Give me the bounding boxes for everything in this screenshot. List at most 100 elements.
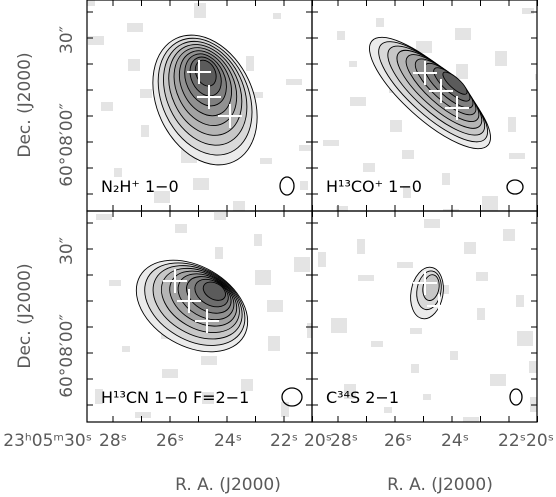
noise [281,402,289,417]
noise [300,181,308,190]
y-tick-label: 60°08′00″ [57,314,77,398]
noise [376,18,384,27]
noise [371,341,383,347]
noise [416,41,432,53]
noise [140,89,152,98]
x-tick-label: 23ʰ05ᵐ30ˢ [3,431,92,451]
noise [358,275,374,281]
noise [109,280,121,286]
x-tick-label: 28ˢ [99,431,127,451]
noise [443,209,459,211]
noise [423,394,431,400]
frame [311,210,538,423]
noise [214,211,226,220]
noise [357,239,365,254]
noise [495,51,507,66]
noise [87,0,95,6]
noise [390,120,402,132]
noise [410,328,422,334]
noise [442,173,450,185]
noise [122,346,130,352]
beam [279,176,295,196]
noise [101,102,113,111]
contour [202,281,226,301]
noise [522,8,534,14]
noise [241,379,253,391]
noise [162,369,178,378]
noise [194,3,206,18]
noise [141,125,149,137]
panel: H¹³CO⁺ 1−0 [311,0,538,212]
noise [350,97,366,106]
noise [233,201,245,211]
y-tick-label: 30″ [57,237,77,265]
noise [96,214,112,220]
noise [299,145,311,151]
noise [477,308,485,320]
noise [175,224,187,233]
noise [246,56,254,71]
noise [349,61,357,67]
noise [476,272,488,281]
x-tick-label: 20ˢ [304,431,332,451]
noise [323,140,339,146]
noise [268,336,280,351]
noise [337,31,345,40]
noise [215,247,223,259]
map [95,211,312,418]
panel: N₂H⁺ 1−0 [86,0,313,212]
noise [482,196,498,211]
y-axis-label: Dec. (J2000) [15,52,35,157]
map [323,8,537,211]
x-tick-label: 24ˢ [214,431,242,451]
x-axis-label: R. A. (J2000) [175,475,281,495]
panel: H¹³CN 1−0 F=2−1 [86,210,313,423]
noise [331,318,347,333]
noise [286,79,302,85]
x-tick-label: 26ˢ [156,431,184,451]
noise [255,270,271,285]
noise [95,389,103,404]
contour [422,274,440,301]
noise [294,257,310,272]
x-tick-label: 22ˢ [498,431,526,451]
noise [397,262,413,268]
noise [128,59,140,71]
noise [127,23,143,32]
noise [424,219,440,228]
noise [202,392,214,404]
x-tick-label: 20ˢ [526,431,554,451]
noise [456,64,468,79]
x-tick-label: 24ˢ [441,431,469,451]
map [87,0,311,211]
y-axis-label: Dec. (J2000) [15,263,35,368]
x-tick-label: 22ˢ [270,431,298,451]
panels: N₂H⁺ 1−0 H¹³CO⁺ 1−0 H¹³CN 1−0 F=2−1 C³⁴S 2−… [86,0,538,423]
noise [503,229,515,241]
x-axis-label: R. A. (J2000) [387,475,493,495]
beam [281,387,303,407]
noise [463,417,479,422]
noise [267,300,283,312]
y-tick-label: 60°08′00″ [57,103,77,187]
noise [363,163,375,172]
noise [464,242,476,254]
noise [516,295,524,307]
noise [260,158,272,164]
noise [508,117,516,132]
x-tick-label: 28ˢ [330,431,358,451]
noise [344,384,356,399]
noise [509,153,525,159]
noise [88,36,104,45]
noise [411,364,419,373]
x-tick-label: 26ˢ [384,431,412,451]
noise [529,361,537,373]
noise [201,356,217,365]
noise [450,351,458,360]
panel-label: H¹³CN 1−0 F=2−1 [101,388,249,407]
noise [254,234,262,246]
noise [490,374,506,386]
panel-label: H¹³CO⁺ 1−0 [326,177,422,196]
noise [135,412,151,418]
